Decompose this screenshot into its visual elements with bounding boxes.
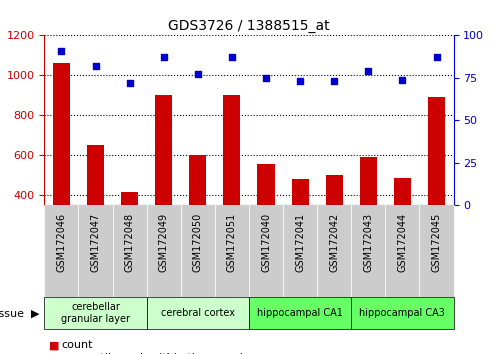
Point xyxy=(296,79,304,84)
Text: ■: ■ xyxy=(49,353,60,354)
Bar xyxy=(317,205,351,297)
Bar xyxy=(249,297,351,329)
Bar xyxy=(257,164,275,275)
Bar xyxy=(326,175,343,275)
Text: GSM172042: GSM172042 xyxy=(329,213,339,272)
Point xyxy=(194,72,202,77)
Text: GSM172041: GSM172041 xyxy=(295,213,305,272)
Bar xyxy=(44,205,78,297)
Point xyxy=(58,48,66,53)
Text: GSM172040: GSM172040 xyxy=(261,213,271,272)
Text: hippocampal CA3: hippocampal CA3 xyxy=(359,308,445,318)
Bar xyxy=(394,178,411,275)
Text: ■: ■ xyxy=(49,340,60,350)
Point xyxy=(398,77,406,82)
Bar xyxy=(223,95,241,275)
Text: GSM172047: GSM172047 xyxy=(91,213,101,272)
Point xyxy=(228,55,236,60)
Bar xyxy=(189,155,207,275)
Bar xyxy=(44,297,147,329)
Bar xyxy=(351,297,454,329)
Point xyxy=(160,55,168,60)
Bar xyxy=(386,205,420,297)
Bar xyxy=(121,192,138,275)
Bar xyxy=(428,97,445,275)
Text: GSM172045: GSM172045 xyxy=(431,213,442,272)
Bar xyxy=(360,157,377,275)
Text: hippocampal CA1: hippocampal CA1 xyxy=(257,308,343,318)
Point xyxy=(92,63,100,69)
Point xyxy=(432,55,440,60)
Bar xyxy=(215,205,249,297)
Text: GSM172046: GSM172046 xyxy=(56,213,67,272)
Text: cerebellar
granular layer: cerebellar granular layer xyxy=(61,302,130,324)
Bar xyxy=(87,145,104,275)
Text: GSM172050: GSM172050 xyxy=(193,213,203,272)
Point xyxy=(262,75,270,81)
Point xyxy=(126,80,134,86)
Bar xyxy=(249,205,283,297)
Point xyxy=(364,68,372,74)
Text: tissue  ▶: tissue ▶ xyxy=(0,308,39,318)
Text: cerebral cortex: cerebral cortex xyxy=(161,308,235,318)
Bar xyxy=(147,205,181,297)
Text: GSM172049: GSM172049 xyxy=(159,213,169,272)
Text: count: count xyxy=(62,340,93,350)
Bar xyxy=(53,63,70,275)
Bar xyxy=(112,205,147,297)
Bar xyxy=(351,205,386,297)
Bar xyxy=(283,205,317,297)
Bar xyxy=(291,179,309,275)
Point xyxy=(330,79,338,84)
Text: GSM172051: GSM172051 xyxy=(227,213,237,272)
Text: GSM172048: GSM172048 xyxy=(125,213,135,272)
Bar xyxy=(78,205,112,297)
Text: GSM172043: GSM172043 xyxy=(363,213,373,272)
Bar xyxy=(147,297,249,329)
Bar xyxy=(420,205,454,297)
Bar xyxy=(155,95,172,275)
Title: GDS3726 / 1388515_at: GDS3726 / 1388515_at xyxy=(168,19,330,33)
Text: GSM172044: GSM172044 xyxy=(397,213,407,272)
Text: percentile rank within the sample: percentile rank within the sample xyxy=(62,353,249,354)
Bar xyxy=(181,205,215,297)
